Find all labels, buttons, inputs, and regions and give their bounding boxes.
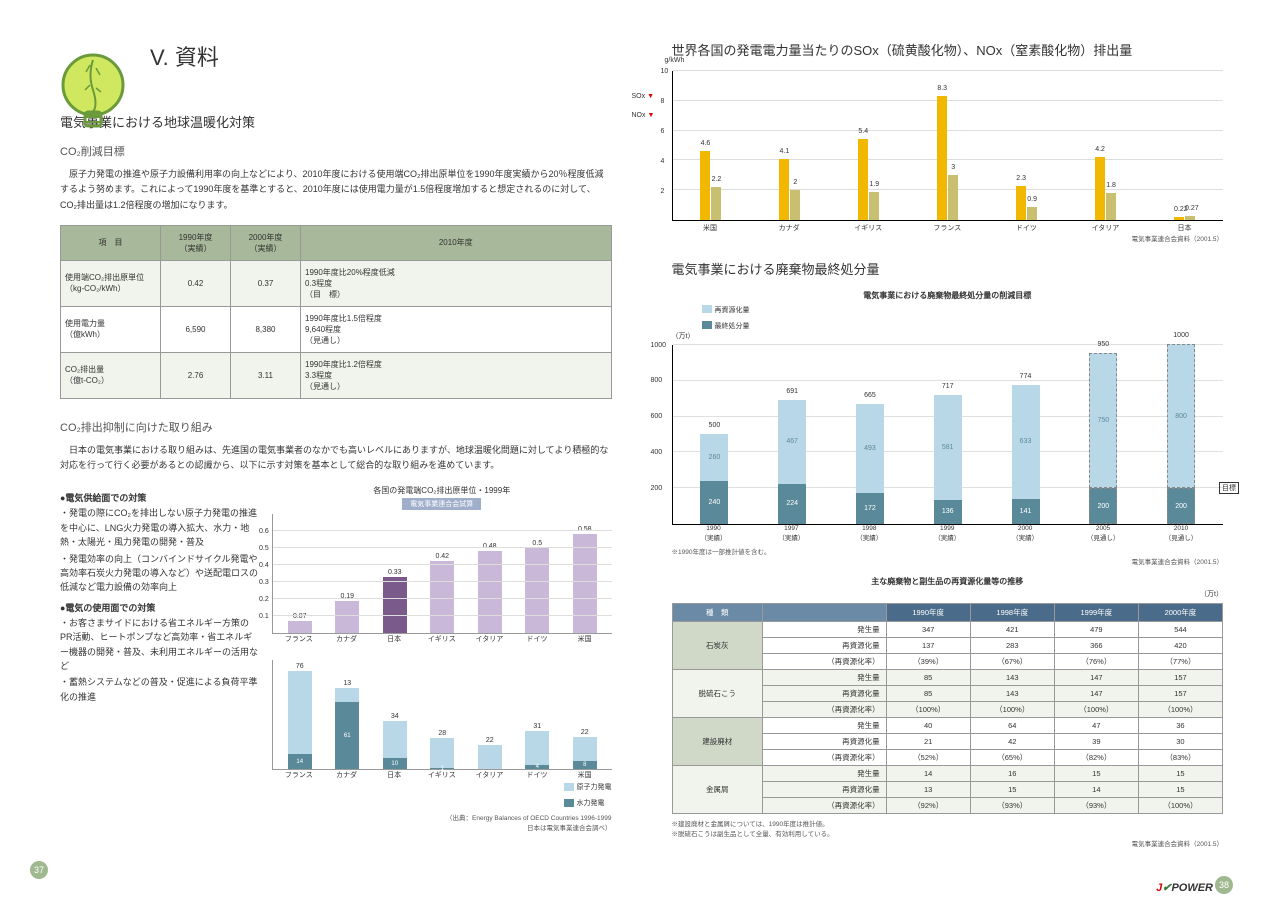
- left-p1: 原子力発電の推進や原子力設備利用率の向上などにより、2010年度における使用端C…: [60, 167, 612, 213]
- left-p2: 日本の電気事業における取り組みは、先進国の電気事業者のなかでも高いレベルにありま…: [60, 443, 612, 474]
- co2-table: 項 目1990年度 （実績）2000年度 （実績）2010年度 使用端CO₂排出…: [60, 225, 612, 399]
- bulb-icon: [60, 50, 130, 140]
- right-h2a: 世界各国の発電電力量当たりのSOx（硫黄酸化物）、NOx（窒素酸化物）排出量: [672, 40, 1224, 59]
- chart1: 0.10.20.30.40.50.60.070.190.330.420.480.…: [272, 514, 612, 634]
- chart2: 76141361341028122314228: [272, 660, 612, 770]
- left-h2: 電気事業における地球温暖化対策: [60, 112, 612, 131]
- page-num-right: 38: [1215, 876, 1233, 894]
- section-title: V. 資料: [150, 40, 612, 72]
- waste-chart: 2004006008001000500260240691467224665493…: [672, 345, 1224, 525]
- chart1-title: 各国の発電端CO₂排出原単位・1999年: [272, 485, 612, 496]
- recycling-table: 種 類1990年度1998年度1999年度2000年度石炭灰発生量3474214…: [672, 603, 1224, 814]
- page-num-left: 37: [30, 861, 48, 879]
- bullet-block: ●電気供給面での対策 ・発電の際にCO₂を排出しない原子力発電の推進を中心に、L…: [60, 485, 260, 832]
- left-h3a: CO₂削減目標: [60, 143, 612, 159]
- logo: J✔POWER: [1156, 881, 1213, 894]
- soxnox-chart: g/kWh 2468104.62.24.125.41.98.332.30.94.…: [672, 71, 1224, 221]
- right-h2b: 電気事業における廃棄物最終処分量: [672, 259, 1224, 278]
- left-h3b: CO₂排出抑制に向けた取り組み: [60, 419, 612, 435]
